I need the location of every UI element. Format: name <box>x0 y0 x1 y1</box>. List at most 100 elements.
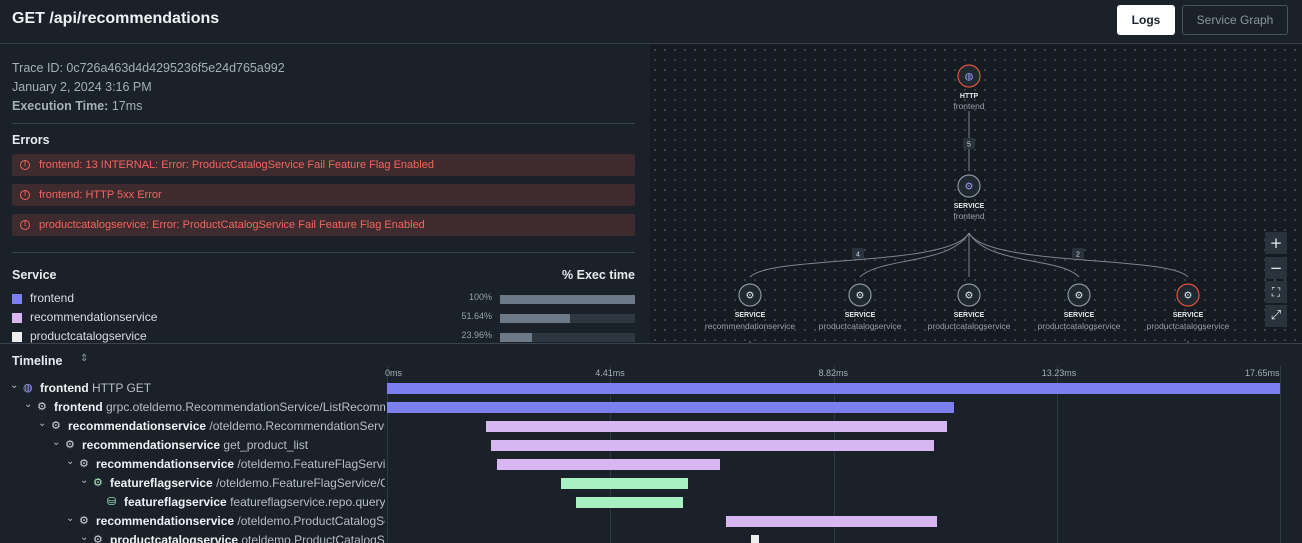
exec-time-bar-fill <box>500 314 570 323</box>
chevron-down-icon[interactable]: ⌄ <box>66 513 75 524</box>
service-row[interactable]: recommendationservice 51.64% <box>12 310 635 326</box>
edge-label-bg <box>963 138 975 149</box>
exec-time-bar <box>500 295 635 304</box>
service-exec-percent: 23.96% <box>461 330 492 340</box>
expand-button[interactable]: ⤢ <box>1265 305 1287 327</box>
error-item[interactable]: ! productcatalogservice: Error: ProductCa… <box>12 214 635 236</box>
error-text: productcatalogservice: Error: ProductCat… <box>39 219 425 231</box>
error-icon: ! <box>20 220 30 230</box>
span-row[interactable]: ⌄ ⚙ featureflagservice /oteldemo.FeatureFl… <box>0 474 385 493</box>
span-bar[interactable] <box>485 421 948 432</box>
divider <box>0 343 1302 344</box>
span-row[interactable]: ⛁ featureflagservice featureflagservice.r… <box>0 493 385 512</box>
span-bar[interactable] <box>387 402 954 413</box>
span-row[interactable]: ⌄ ⚙ recommendationservice /oteldemo.Featur… <box>0 455 385 474</box>
graph-node[interactable]: ⚙ SERVICE productcatalogservice <box>1147 283 1230 331</box>
gear-icon: ⚙ <box>65 438 75 451</box>
chevron-down-icon[interactable]: ⌄ <box>10 380 19 391</box>
span-label: recommendationservice /oteldemo.Recommen… <box>68 419 385 433</box>
span-row[interactable]: ⌄ ⚙ recommendationservice /oteldemo.Recomm… <box>0 417 385 436</box>
service-row[interactable]: frontend 100% <box>12 291 635 307</box>
span-label: recommendationservice /oteldemo.ProductC… <box>96 514 385 528</box>
error-item[interactable]: ! frontend: 13 INTERNAL: Error: ProductCa… <box>12 154 635 176</box>
graph-node[interactable]: ◍ HTTP frontend <box>953 64 985 111</box>
service-name: recommendationservice <box>30 310 158 324</box>
gear-icon: ⚙ <box>93 533 103 543</box>
graph-node[interactable]: ⚙ SERVICE recommendationservice <box>705 283 796 331</box>
zoom-out-button[interactable]: − <box>1265 257 1287 279</box>
span-row[interactable]: ⌄ ⚙ frontend grpc.oteldemo.RecommendationS… <box>0 398 385 417</box>
span-bar[interactable] <box>560 478 689 489</box>
graph-node[interactable]: ⚙ SERVICE frontend <box>953 174 985 221</box>
span-service: recommendationservice <box>68 419 207 433</box>
service-graph-button[interactable]: Service Graph <box>1182 5 1288 35</box>
database-icon: ⛁ <box>107 495 117 508</box>
span-service: frontend <box>40 381 89 395</box>
fit-view-button[interactable]: ⛶ <box>1265 281 1287 303</box>
globe-icon: ◍ <box>23 381 33 394</box>
timeline-tick-label: 0ms <box>385 368 403 378</box>
chevron-down-icon[interactable]: ⌄ <box>80 475 89 486</box>
span-bar[interactable] <box>575 497 684 508</box>
span-bar[interactable] <box>496 459 721 470</box>
sort-icon[interactable]: ⇕ <box>80 353 89 364</box>
chevron-down-icon[interactable]: ⌄ <box>24 399 33 410</box>
error-text: frontend: 13 INTERNAL: Error: ProductCat… <box>39 159 434 171</box>
page-header: GET /api/recommendations Logs Service Gr… <box>0 0 1302 44</box>
span-row[interactable]: ⌄ ⚙ recommendationservice /oteldemo.Produc… <box>0 512 385 531</box>
gear-icon: ⚙ <box>746 291 755 302</box>
timeline-gridline <box>387 366 388 543</box>
node-name: productcatalogservice <box>928 321 1011 331</box>
chevron-down-icon[interactable]: ⌄ <box>66 456 75 467</box>
graph-edge <box>968 232 1189 278</box>
graph-edges <box>749 111 1189 343</box>
service-row[interactable]: productcatalogservice 23.96% <box>12 329 635 343</box>
span-label: recommendationservice /oteldemo.FeatureF… <box>96 457 385 471</box>
exec-time-bar-fill <box>500 333 533 342</box>
zoom-in-button[interactable]: + <box>1265 232 1287 254</box>
error-text: frontend: HTTP 5xx Error <box>39 189 162 201</box>
gear-icon: ⚙ <box>37 400 47 413</box>
chevron-down-icon[interactable]: ⌄ <box>38 418 47 429</box>
logs-button[interactable]: Logs <box>1117 5 1175 35</box>
errors-heading: Errors <box>12 133 50 147</box>
service-heading: Service <box>12 268 57 282</box>
span-row[interactable]: ⌄ ⚙ productcatalogservice oteldemo.Product… <box>0 531 385 543</box>
graph-edge <box>968 232 1080 278</box>
trace-date: January 2, 2024 3:16 PM <box>12 80 152 94</box>
graph-node[interactable]: ⚙ SERVICE productcatalogservice <box>1038 283 1121 331</box>
chevron-down-icon[interactable]: ⌄ <box>80 532 89 543</box>
span-operation: HTTP GET <box>88 381 152 395</box>
gear-icon: ⚙ <box>51 419 61 432</box>
span-row[interactable]: ⌄ ⚙ recommendationservice get_product_list <box>0 436 385 455</box>
timeline-tick-label: 17.65ms <box>1245 368 1280 378</box>
error-item[interactable]: ! frontend: HTTP 5xx Error <box>12 184 635 206</box>
graph-node[interactable]: ⚙ SERVICE productcatalogservice <box>819 283 902 331</box>
span-service: featureflagservice <box>124 495 227 509</box>
timeline-panel: Timeline ⇕ 0ms 4.41ms 8.82ms 13.23ms 17.65ms… <box>0 344 1302 543</box>
timeline-tick-label: 8.82ms <box>818 368 849 378</box>
span-bar[interactable] <box>751 535 760 543</box>
span-bar[interactable] <box>387 383 1280 394</box>
edge-label-text: 4 <box>856 252 860 259</box>
node-name: productcatalogservice <box>1147 321 1230 331</box>
chevron-down-icon[interactable]: ⌄ <box>52 437 61 448</box>
span-bar[interactable] <box>726 516 937 527</box>
page-title: GET /api/recommendations <box>12 10 220 27</box>
service-exec-percent: 100% <box>468 292 492 302</box>
graph-node[interactable]: ⚙ SERVICE productcatalogservice <box>928 283 1011 331</box>
gear-icon: ⚙ <box>79 457 89 470</box>
service-graph-canvas[interactable]: 5 4 2 ◍ HTTP frontend ⚙ SERVICE frontend… <box>650 45 1302 343</box>
node-type: SERVICE <box>954 203 985 210</box>
timeline-tick-label: 13.23ms <box>1041 368 1077 378</box>
edge-label: 2 <box>1072 248 1084 259</box>
timeline-gridline <box>1056 366 1058 543</box>
span-operation: oteldemo.ProductCatalogService/ListProdu… <box>241 533 385 543</box>
span-bar[interactable] <box>490 440 934 451</box>
service-graph[interactable]: 5 4 2 ◍ HTTP frontend ⚙ SERVICE frontend… <box>650 45 1302 343</box>
globe-icon: ◍ <box>965 72 974 83</box>
span-row[interactable]: ⌄ ◍ frontend HTTP GET <box>0 379 385 398</box>
node-name: productcatalogservice <box>1038 321 1121 331</box>
exec-time-bar-fill <box>500 295 635 304</box>
span-service: featureflagservice <box>110 476 213 490</box>
